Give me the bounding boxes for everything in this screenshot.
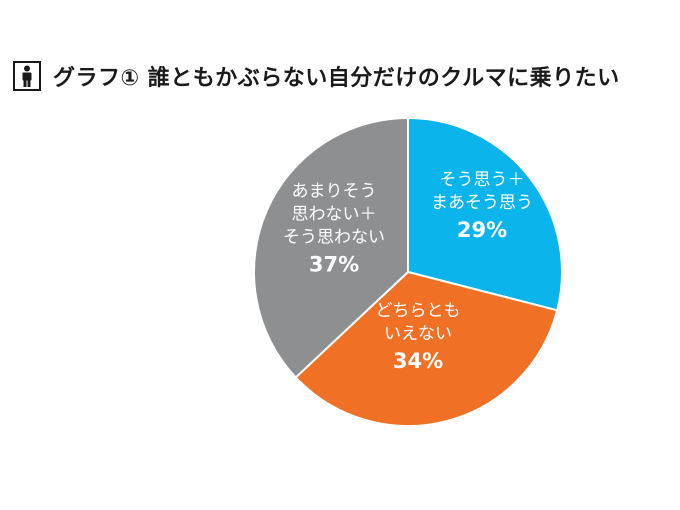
slice-label-line: どちらとも <box>376 301 461 321</box>
person-icon-box <box>13 61 41 91</box>
slice-label-line: まあそう思う <box>431 193 533 213</box>
slice-label-line: あまりそう <box>292 182 377 202</box>
pie-slices <box>253 116 563 427</box>
slice-label-line: そう思う＋ <box>440 170 525 190</box>
person-icon <box>22 65 32 87</box>
slice-label-line: 思わない＋ <box>292 205 377 225</box>
pie-slice <box>253 116 409 379</box>
pie-slice <box>407 116 563 312</box>
slice-label-line: いえない <box>384 324 452 344</box>
slice-percent-label: 34% <box>393 349 443 373</box>
chart-title: グラフ① 誰ともかぶらない自分だけのクルマに乗りたい <box>53 66 620 91</box>
pie-slice <box>294 270 559 427</box>
slice-percent-label: 29% <box>457 218 507 242</box>
slice-label-line: そう思わない <box>283 228 385 248</box>
slice-percent-label: 37% <box>309 253 359 277</box>
chart-header: グラフ① 誰ともかぶらない自分だけのクルマに乗りたい <box>13 58 620 94</box>
